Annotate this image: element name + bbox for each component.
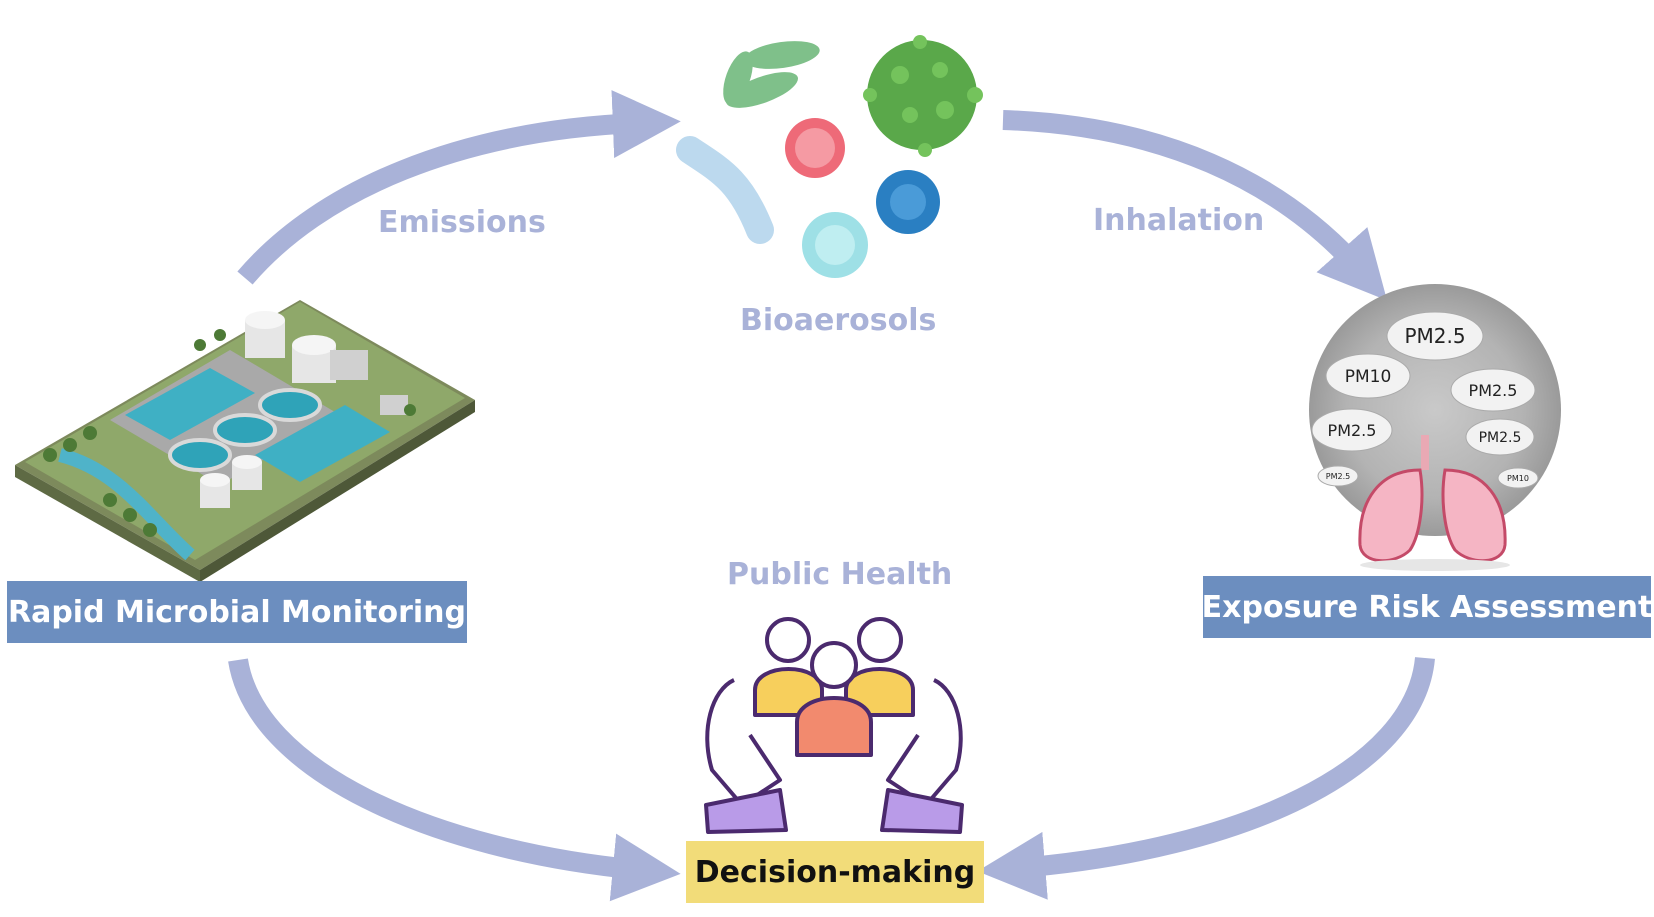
- public-health-illustration: [704, 617, 964, 834]
- pm-label-7: PM10: [1507, 474, 1529, 483]
- pm-label-5: PM2.5: [1479, 430, 1522, 446]
- pm-lungs-illustration: PM2.5 PM10 PM2.5 PM2.5 PM2.5 PM2.5 PM10: [1309, 284, 1561, 571]
- emissions-arrow: [237, 90, 681, 285]
- decision-making-box: Decision-making: [686, 841, 984, 903]
- emissions-label: Emissions: [378, 205, 546, 240]
- exposure-to-decision-arrow: [977, 656, 1435, 900]
- pm-label-1: PM2.5: [1404, 324, 1465, 348]
- pm-label-3: PM2.5: [1469, 381, 1518, 400]
- rapid-microbial-monitoring-box: Rapid Microbial Monitoring: [7, 581, 467, 643]
- exposure-risk-assessment-box: Exposure Risk Assessment: [1202, 576, 1652, 638]
- monitoring-to-decision-arrow: [228, 658, 681, 902]
- pm-label-2: PM10: [1345, 367, 1392, 387]
- bioaerosols-label: Bioaerosols: [740, 303, 937, 338]
- inhalation-arrow: [1002, 110, 1388, 301]
- treatment-plant-illustration: [15, 300, 475, 582]
- inhalation-label: Inhalation: [1093, 203, 1265, 238]
- pm-label-6: PM2.5: [1326, 472, 1350, 481]
- pm-label-4: PM2.5: [1328, 421, 1377, 440]
- microbes-illustration: [676, 35, 983, 278]
- public-health-label: Public Health: [727, 557, 953, 592]
